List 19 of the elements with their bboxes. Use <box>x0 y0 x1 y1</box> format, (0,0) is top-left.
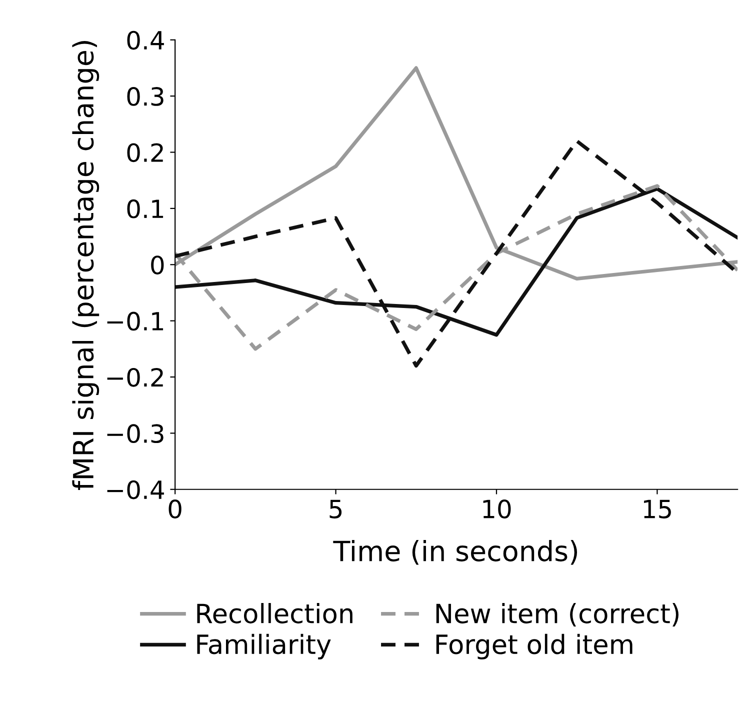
x-tick-label: 5 <box>330 500 342 518</box>
y-tick-label: −0.1 <box>107 312 164 331</box>
legend-label: Recollection <box>197 603 352 624</box>
y-tick-label: 0.4 <box>127 30 164 50</box>
x-tick-label: 15 <box>644 500 671 518</box>
y-tick-label: −0.4 <box>107 480 164 500</box>
x-tick-label: 0 <box>168 500 182 518</box>
x-tick-label: 10 <box>483 500 511 518</box>
y-tick-label: 0.3 <box>127 87 164 106</box>
legend-label: New item (correct) <box>436 603 678 627</box>
legend-label: Forget old item <box>436 634 632 660</box>
y-tick-label: 0.2 <box>127 143 163 162</box>
y-tick-label: −0.2 <box>107 368 163 387</box>
y-axis-title: fMRI signal (percentage change) <box>72 41 100 490</box>
x-axis-title: Time (in seconds) <box>333 540 578 565</box>
y-tick-label: 0 <box>151 256 164 274</box>
legend-label: Familiarity <box>197 634 331 660</box>
y-tick-label: −0.3 <box>107 424 164 444</box>
y-tick-label: 0.1 <box>127 199 164 218</box>
